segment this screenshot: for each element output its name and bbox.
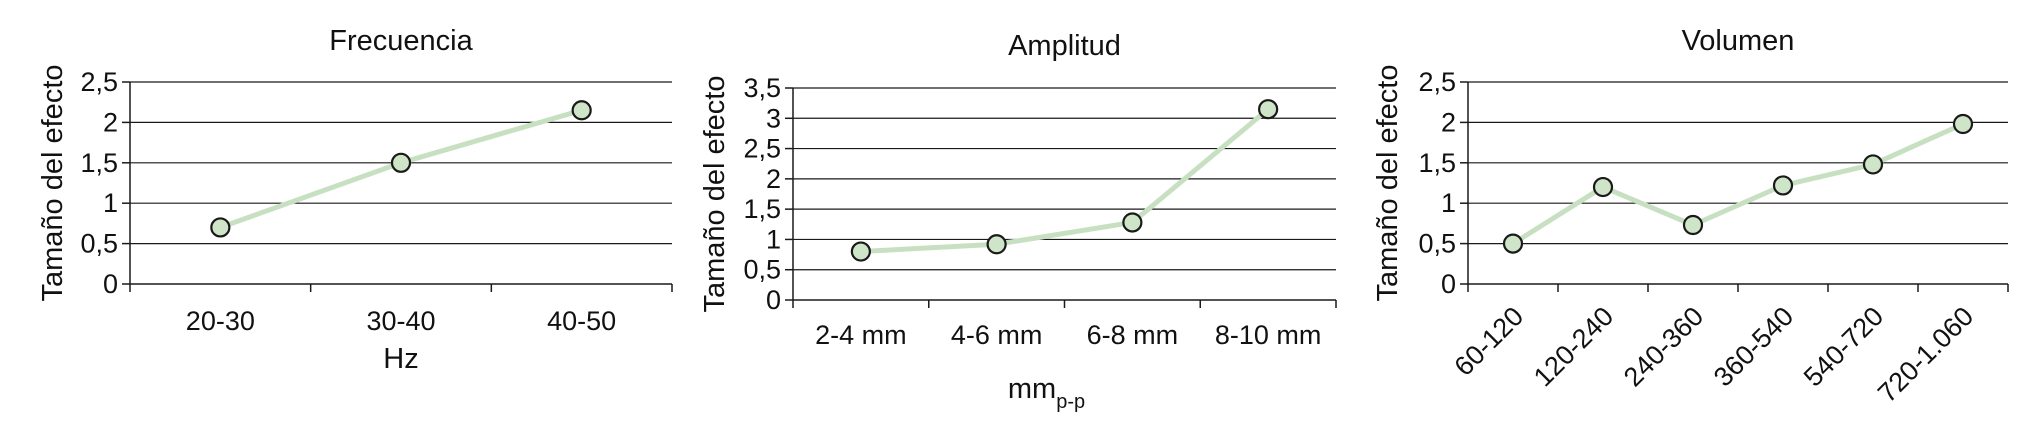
y-tick-label: 2,5 xyxy=(743,134,781,164)
data-point xyxy=(1502,233,1524,254)
x-tick-label: 60-120 xyxy=(1449,301,1530,382)
series-line xyxy=(860,107,1270,255)
y-tick-label: 1,5 xyxy=(1418,148,1456,178)
data-point xyxy=(986,234,1007,255)
chart-title: Volumen xyxy=(1682,25,1795,57)
y-tick-label: 0,5 xyxy=(743,255,781,285)
x-tick-label: 2-4 mm xyxy=(815,320,907,350)
y-tick-label: 1 xyxy=(1441,188,1456,218)
chart-panel-1: Frecuencia 0 0,5 1 1,5 2 2,5 20-30 30-40 40-50 Tam… xyxy=(37,25,673,375)
x-tick-label: 20-30 xyxy=(186,306,255,336)
y-axis-title: Tamaño del efecto xyxy=(699,76,731,313)
data-point xyxy=(850,241,871,262)
y-tick-label: 1,5 xyxy=(743,194,781,224)
chart-title: Amplitud xyxy=(1008,30,1121,62)
data-point xyxy=(1258,99,1279,120)
x-tick-label: 360-540 xyxy=(1708,301,1799,392)
y-tick-label: 3 xyxy=(766,103,781,133)
data-point xyxy=(571,100,592,121)
y-tick-label: 2 xyxy=(103,107,118,137)
data-point xyxy=(1772,175,1794,196)
x-tick-label: 6-8 mm xyxy=(1087,320,1179,350)
data-point xyxy=(1682,214,1704,236)
y-tick-label: 0,5 xyxy=(80,229,118,259)
y-tick-label: 2 xyxy=(1441,107,1456,137)
data-point xyxy=(210,217,231,238)
x-tick-label: 120-240 xyxy=(1528,301,1619,392)
y-tick-label: 0 xyxy=(1441,269,1456,299)
data-point xyxy=(1862,154,1884,175)
x-tick-label: 720-1.060 xyxy=(1872,301,1979,408)
y-axis-title: Tamaño del efecto xyxy=(1372,65,1404,302)
x-axis-title-subscript: p-p xyxy=(1056,391,1085,413)
x-tick-label: 40-50 xyxy=(547,306,616,336)
series-line xyxy=(1511,121,1965,246)
data-point xyxy=(1122,212,1143,233)
y-tick-label: 1,5 xyxy=(80,148,118,178)
x-tick-label: 540-720 xyxy=(1798,301,1889,392)
y-tick-label: 1 xyxy=(103,188,118,218)
y-tick-label: 2,5 xyxy=(1418,67,1456,97)
x-axis-title-main: mm xyxy=(1008,373,1056,405)
data-point xyxy=(1592,176,1614,198)
y-tick-label: 1 xyxy=(766,224,781,254)
y-tick-label: 0 xyxy=(766,285,781,315)
x-axis-title-main: Hz xyxy=(383,343,418,375)
y-tick-label: 2 xyxy=(766,164,781,194)
x-tick-label: 240-360 xyxy=(1618,301,1709,392)
chart-panel-2: Amplitud 00,511,522,533,5 2-4 mm 4-6 mm 6-8 … xyxy=(699,30,1337,413)
y-tick-label: 2,5 xyxy=(80,67,118,97)
x-tick-label: 8-10 mm xyxy=(1215,320,1322,350)
x-tick-label: 4-6 mm xyxy=(951,320,1043,350)
x-axis-title: mmp-p xyxy=(1008,373,1085,413)
chart-panel-3: Volumen 0 0,5 1 1,5 2 2,5 60-120120-240240-3603… xyxy=(1372,25,2009,408)
data-point xyxy=(390,152,412,173)
x-axis-title: Hz xyxy=(383,343,418,375)
y-axis-title: Tamaño del efecto xyxy=(37,65,69,302)
data-point xyxy=(1952,113,1974,135)
y-tick-label: 0,5 xyxy=(1418,229,1456,259)
y-tick-label: 3,5 xyxy=(743,73,781,103)
x-tick-label: 30-40 xyxy=(366,306,435,336)
y-tick-label: 0 xyxy=(103,269,118,299)
chart-title: Frecuencia xyxy=(329,25,473,57)
